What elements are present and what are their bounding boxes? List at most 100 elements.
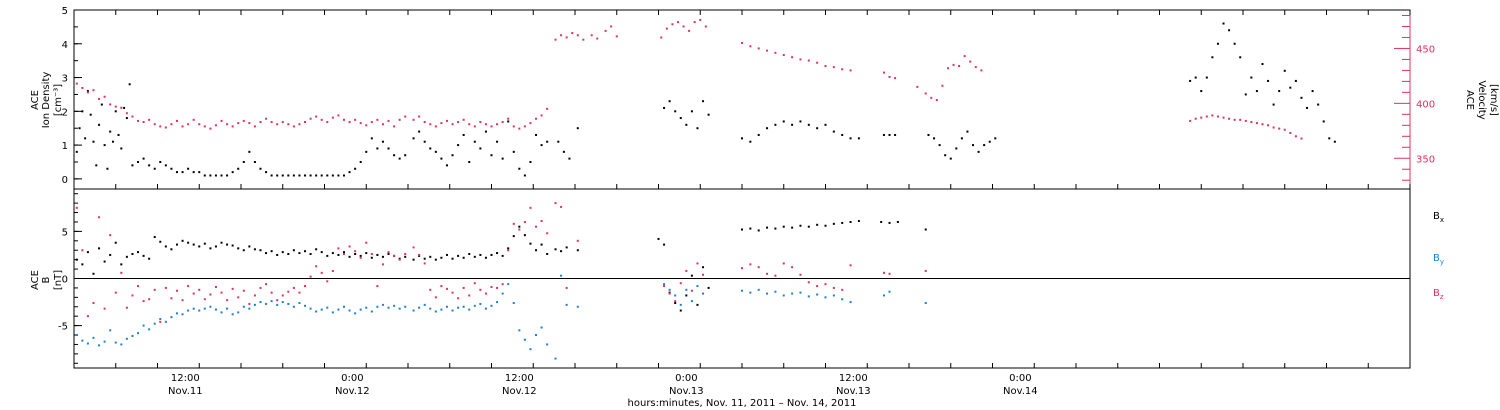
- bz-point: [393, 254, 396, 257]
- legend-bx: Bx: [1433, 211, 1444, 224]
- density-point: [679, 117, 682, 120]
- velocity-point: [175, 119, 178, 122]
- by-point: [841, 298, 844, 301]
- density-point: [857, 137, 860, 140]
- velocity-point: [930, 96, 933, 99]
- density-point: [1328, 137, 1331, 140]
- density-point: [501, 157, 504, 160]
- by-point: [242, 305, 245, 308]
- by-point: [824, 296, 827, 299]
- bx-point: [203, 242, 206, 245]
- velocity-point: [496, 123, 499, 126]
- velocity-point: [148, 118, 151, 121]
- velocity-point: [688, 29, 691, 32]
- by-point: [181, 313, 184, 316]
- density-point: [214, 174, 217, 177]
- bz-point: [159, 320, 162, 323]
- bx-point: [142, 254, 145, 257]
- by-point: [198, 309, 201, 312]
- density-point: [342, 174, 345, 177]
- velocity-point: [75, 82, 78, 85]
- by-point: [690, 300, 693, 303]
- bx-point: [560, 250, 563, 253]
- bz-point: [125, 306, 128, 309]
- velocity-point: [462, 118, 465, 121]
- density-point: [98, 123, 101, 126]
- velocity-point: [393, 125, 396, 128]
- velocity-point: [281, 121, 284, 124]
- x-tick-date-label: Nov.11: [168, 386, 203, 397]
- bx-point: [434, 258, 437, 261]
- bx-point: [209, 247, 212, 250]
- bx-point: [242, 249, 245, 252]
- density-point: [966, 130, 969, 133]
- by-point: [423, 303, 426, 306]
- density-point: [231, 171, 234, 174]
- velocity-point: [1216, 115, 1219, 118]
- bx-point: [445, 253, 448, 256]
- x-tick-date-label: Nov.13: [669, 386, 704, 397]
- velocity-point: [523, 125, 526, 128]
- velocity-point: [1233, 118, 1236, 121]
- bz-point: [807, 281, 810, 284]
- density-point: [292, 174, 295, 177]
- velocity-point: [1211, 114, 1214, 117]
- density-point: [1283, 69, 1286, 72]
- bx-point: [248, 245, 251, 248]
- field-legend: Bx By Bz: [1433, 211, 1444, 301]
- velocity-point: [423, 121, 426, 124]
- by-point: [270, 300, 273, 303]
- velocity-point: [468, 123, 471, 126]
- density-point: [933, 137, 936, 140]
- velocity-point: [1205, 115, 1208, 118]
- bz-point: [473, 282, 476, 285]
- bz-point: [181, 299, 184, 302]
- bx-point: [696, 303, 699, 306]
- density-point: [181, 171, 184, 174]
- density-point: [445, 164, 448, 167]
- density-point: [164, 164, 167, 167]
- density-point: [109, 130, 112, 133]
- bz-point: [342, 253, 345, 256]
- by-point: [287, 302, 290, 305]
- density-point: [468, 160, 471, 163]
- by-point: [376, 305, 379, 308]
- by-point: [114, 341, 117, 344]
- density-point: [507, 120, 510, 123]
- by-point: [398, 307, 401, 310]
- velocity-point: [214, 124, 217, 127]
- velocity-point: [248, 122, 251, 125]
- by-point: [462, 305, 465, 308]
- bz-point: [265, 283, 268, 286]
- density-point: [123, 106, 126, 109]
- by-point: [220, 311, 223, 314]
- bx-point: [457, 254, 460, 257]
- velocity-point: [699, 18, 702, 21]
- density-point: [209, 174, 212, 177]
- by-point: [387, 306, 390, 309]
- density-point: [1272, 103, 1275, 106]
- bz-point: [841, 288, 844, 291]
- density-point: [523, 174, 526, 177]
- by-point: [337, 308, 340, 311]
- bx-point: [326, 254, 329, 257]
- bz-point: [248, 302, 251, 305]
- velocity-point: [935, 99, 938, 102]
- bz-point: [387, 251, 390, 254]
- density-point: [1255, 90, 1258, 93]
- bz-point: [398, 258, 401, 261]
- velocity-point: [766, 49, 769, 52]
- by-point: [696, 285, 699, 288]
- velocity-point: [331, 116, 334, 119]
- by-point: [253, 303, 256, 306]
- velocity-point: [604, 29, 607, 32]
- bz-point: [523, 220, 526, 223]
- density-point: [259, 167, 262, 170]
- by-point: [546, 343, 549, 346]
- velocity-point: [518, 127, 521, 130]
- by-point: [203, 307, 206, 310]
- by-point: [148, 328, 151, 331]
- bz-point: [924, 269, 927, 272]
- velocity-point: [952, 63, 955, 66]
- bz-point: [298, 291, 301, 294]
